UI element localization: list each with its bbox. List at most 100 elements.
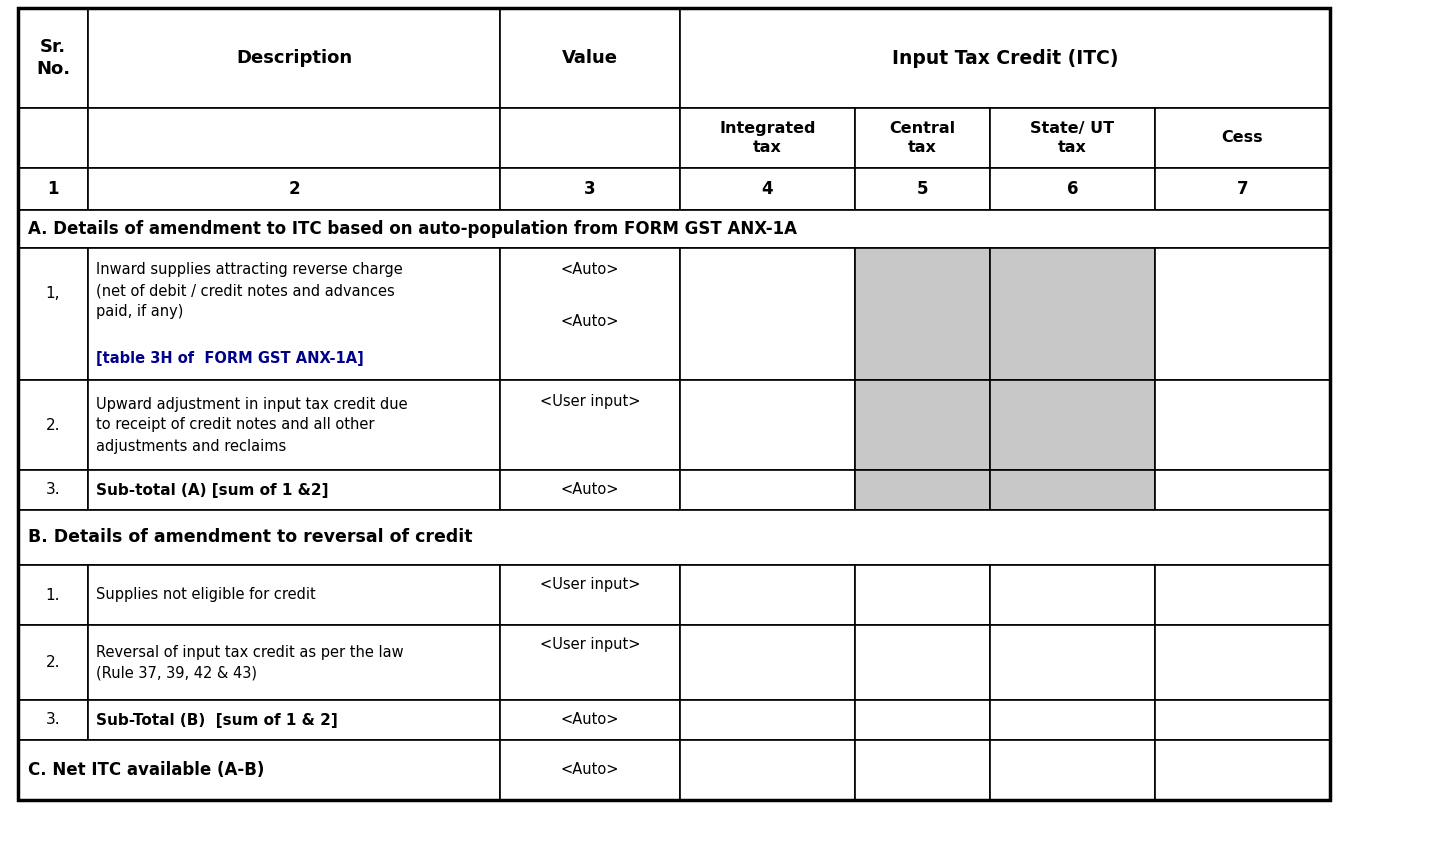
Bar <box>1155 625 1329 700</box>
Text: Description: Description <box>236 49 352 67</box>
Bar <box>680 470 855 510</box>
Bar <box>17 210 1329 248</box>
Text: [table 3H of  FORM GST ANX-1A]: [table 3H of FORM GST ANX-1A] <box>96 351 364 366</box>
Bar <box>17 380 87 470</box>
Bar <box>680 565 855 625</box>
Bar <box>17 510 1329 565</box>
Bar <box>855 380 990 470</box>
Bar <box>990 248 1155 380</box>
Text: <Auto>: <Auto> <box>561 314 619 329</box>
Text: Supplies not eligible for credit: Supplies not eligible for credit <box>96 588 316 602</box>
Bar <box>990 700 1155 740</box>
Text: <Auto>: <Auto> <box>561 262 619 277</box>
Bar <box>17 108 87 168</box>
Text: Value: Value <box>562 49 617 67</box>
Bar <box>87 625 499 700</box>
Bar <box>499 108 680 168</box>
Text: <Auto>: <Auto> <box>561 482 619 498</box>
Bar <box>87 380 499 470</box>
Text: B. Details of amendment to reversal of credit: B. Details of amendment to reversal of c… <box>28 529 473 547</box>
Bar <box>855 470 990 510</box>
Bar <box>680 625 855 700</box>
Text: State/ UT
tax: State/ UT tax <box>1031 121 1114 154</box>
Text: <User input>: <User input> <box>540 394 641 409</box>
Bar <box>87 8 499 108</box>
Text: 3: 3 <box>584 180 596 198</box>
Text: A. Details of amendment to ITC based on auto-population from FORM GST ANX-1A: A. Details of amendment to ITC based on … <box>28 220 796 238</box>
Bar <box>1155 108 1329 168</box>
Bar <box>855 625 990 700</box>
Bar <box>87 248 499 380</box>
Text: 1.: 1. <box>45 588 60 602</box>
Bar <box>680 168 855 210</box>
Bar <box>1155 248 1329 380</box>
Bar <box>17 740 499 800</box>
Bar <box>499 168 680 210</box>
Text: 3.: 3. <box>45 482 60 498</box>
Bar <box>87 168 499 210</box>
Bar <box>499 625 680 700</box>
Bar <box>1155 700 1329 740</box>
Bar <box>680 8 1329 108</box>
Bar <box>680 380 855 470</box>
Bar <box>17 8 87 168</box>
Bar <box>1155 565 1329 625</box>
Bar <box>990 625 1155 700</box>
Text: Input Tax Credit (ITC): Input Tax Credit (ITC) <box>891 49 1118 68</box>
Bar <box>87 565 499 625</box>
Bar <box>499 248 680 380</box>
Text: Cess: Cess <box>1222 130 1264 146</box>
Bar <box>990 168 1155 210</box>
Bar <box>1155 168 1329 210</box>
Text: 2.: 2. <box>45 655 60 670</box>
Bar <box>17 248 87 380</box>
Bar <box>680 248 855 380</box>
Bar <box>17 168 87 210</box>
Bar <box>855 108 990 168</box>
Text: 4: 4 <box>761 180 773 198</box>
Text: 2.: 2. <box>45 418 60 432</box>
Text: 3.: 3. <box>45 712 60 728</box>
Bar <box>855 740 990 800</box>
Bar <box>1155 740 1329 800</box>
Text: <User input>: <User input> <box>540 637 641 652</box>
Text: C. Net ITC available (A-B): C. Net ITC available (A-B) <box>28 761 265 779</box>
Text: Reversal of input tax credit as per the law
(Rule 37, 39, 42 & 43): Reversal of input tax credit as per the … <box>96 644 403 680</box>
Bar <box>499 740 680 800</box>
Bar <box>990 470 1155 510</box>
Bar <box>17 625 87 700</box>
Text: 1,: 1, <box>45 287 60 301</box>
Text: Sr.
No.: Sr. No. <box>36 38 70 78</box>
Text: <User input>: <User input> <box>540 577 641 592</box>
Bar <box>17 700 87 740</box>
Text: Sub-Total (B)  [sum of 1 & 2]: Sub-Total (B) [sum of 1 & 2] <box>96 712 338 728</box>
Text: Sub-total (A) [sum of 1 &2]: Sub-total (A) [sum of 1 &2] <box>96 482 329 498</box>
Bar <box>990 740 1155 800</box>
Bar <box>855 168 990 210</box>
Bar <box>17 565 87 625</box>
Bar <box>680 108 855 168</box>
Bar <box>855 248 990 380</box>
Bar <box>17 8 87 108</box>
Text: <Auto>: <Auto> <box>561 712 619 728</box>
Text: 2: 2 <box>288 180 300 198</box>
Bar <box>990 380 1155 470</box>
Bar <box>680 700 855 740</box>
Bar <box>87 108 499 168</box>
Bar <box>87 470 499 510</box>
Text: Upward adjustment in input tax credit due
to receipt of credit notes and all oth: Upward adjustment in input tax credit du… <box>96 396 408 454</box>
Bar <box>1155 470 1329 510</box>
Text: 6: 6 <box>1067 180 1079 198</box>
Bar <box>990 565 1155 625</box>
Bar <box>855 565 990 625</box>
Bar <box>499 8 680 108</box>
Text: Integrated
tax: Integrated tax <box>719 121 815 154</box>
Bar <box>990 108 1155 168</box>
Text: <Auto>: <Auto> <box>561 763 619 777</box>
Text: 7: 7 <box>1236 180 1248 198</box>
Bar <box>17 470 87 510</box>
Bar <box>499 470 680 510</box>
Bar <box>855 700 990 740</box>
Bar <box>499 380 680 470</box>
Bar <box>1155 380 1329 470</box>
